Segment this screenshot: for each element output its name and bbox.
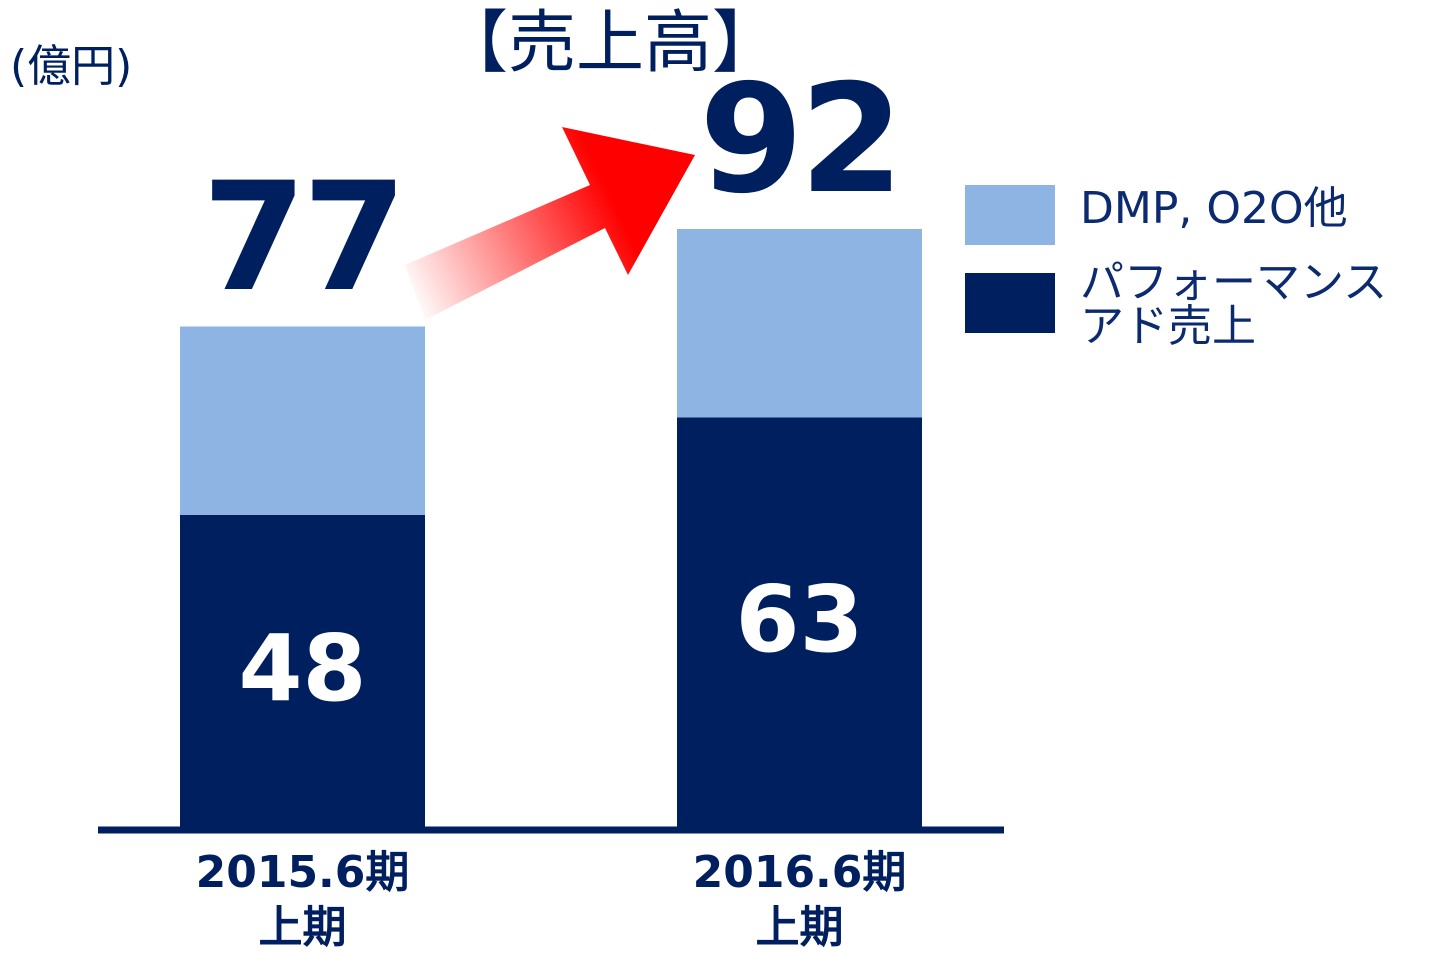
- unit-label: (億円): [10, 41, 133, 92]
- total-label: 92: [699, 53, 904, 227]
- bar-segment: [677, 417, 922, 827]
- data-label: 63: [735, 566, 864, 674]
- total-label: 77: [202, 150, 407, 325]
- growth-arrow: [405, 127, 695, 320]
- bar-segment: [180, 326, 425, 515]
- data-label: 48: [238, 615, 367, 722]
- bar-segment: [677, 229, 922, 418]
- bar-segment: [180, 515, 425, 827]
- x-tick-label: 2015.6期 上期: [195, 847, 410, 953]
- chart-title: 【売上高】: [440, 4, 781, 83]
- legend-label: DMP, O2O他: [1080, 183, 1348, 234]
- x-tick-label: 2016.6期 上期: [692, 847, 907, 953]
- legend-swatch: [965, 185, 1055, 245]
- legend-swatch: [965, 273, 1055, 333]
- legend-label: パフォーマンス アド売上: [1080, 257, 1388, 352]
